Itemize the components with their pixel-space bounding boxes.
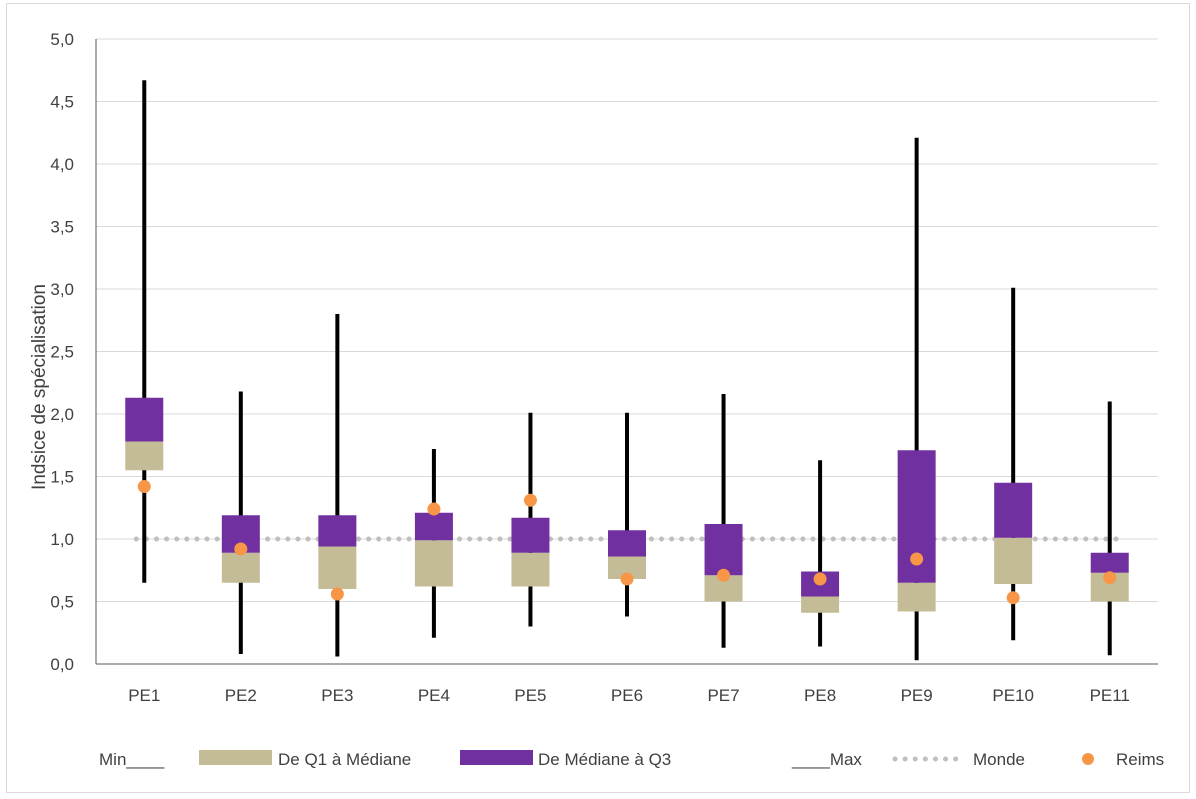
box-q1-median-PE2 [221,552,260,583]
y-tick-label: 1,5 [50,468,74,487]
reims-points [137,480,1117,605]
legend-q1-median-swatch [199,750,272,765]
reims-point-PE1 [137,480,151,493]
box-median-q3-PE6 [608,530,646,557]
box-q1-median-PE8 [801,596,840,613]
reims-point-PE3 [330,587,344,601]
legend-median-q3-swatch [460,750,533,765]
x-tick-label: PE3 [321,686,353,705]
reims-point-PE8 [813,572,827,586]
legend-monde-label: Monde [973,750,1025,769]
y-tick-label: 5,0 [50,30,74,49]
x-tick-label: PE6 [611,686,643,705]
box-median-q3-PE5 [511,517,550,553]
y-tick-label: 0,5 [50,593,74,612]
chart-frame: 0,0 0,5 1,0 1,5 2,0 2,5 3,0 3,5 4,0 4,5 5,0 PE1 PE2 P… [6,3,1190,793]
legend-reims-label: Reims [1116,750,1164,769]
x-tick-label: PE9 [901,686,933,705]
x-tick-label: PE8 [804,686,836,705]
legend-reims-marker [1082,753,1094,765]
box-q1-median-PE5 [511,552,550,587]
x-tick-label: PE5 [514,686,546,705]
reims-point-PE9 [910,552,924,566]
x-tick-label: PE2 [225,686,257,705]
legend-q1-median-label: De Q1 à Médiane [278,750,411,769]
box-q1-median-PE9 [897,582,936,612]
legend-median-q3-label: De Médiane à Q3 [538,750,671,769]
x-tick-label: PE4 [418,686,450,705]
x-tick-label: PE1 [128,686,160,705]
box-median-q3-PE11 [1090,552,1129,573]
box-q1-median-PE6 [608,556,646,579]
y-tick-label: 4,5 [50,93,74,112]
box-median-q3-PE10 [994,482,1033,538]
reims-point-PE7 [717,568,731,582]
box-median-q3-PE7 [704,524,743,576]
legend: Min____ De Q1 à Médiane De Médiane à Q3 … [99,750,1164,769]
x-tick-label: PE7 [707,686,739,705]
y-tick-label: 2,5 [50,343,74,362]
legend-min-label: Min____ [99,750,165,769]
tick-labels: 0,0 0,5 1,0 1,5 2,0 2,5 3,0 3,5 4,0 4,5 5,0 PE1 PE2 P… [50,30,1130,705]
axes [95,39,1158,665]
box-q1-median-PE3 [318,546,357,589]
y-tick-label: 0,0 [50,655,74,674]
box-q1-median-PE10 [994,537,1033,584]
reims-point-PE6 [620,572,634,586]
boxes [125,80,1129,661]
reims-point-PE4 [427,502,441,516]
reims-point-PE11 [1103,571,1117,585]
y-tick-label: 3,0 [50,280,74,299]
box-median-q3-PE1 [125,397,164,442]
y-tick-label: 1,0 [50,530,74,549]
reims-point-PE10 [1006,591,1020,605]
x-tick-label: PE11 [1090,686,1130,705]
legend-max-label: ____Max [791,750,862,769]
reims-point-PE5 [523,493,537,507]
box-q1-median-PE1 [125,441,164,471]
reims-point-PE2 [234,542,248,556]
y-tick-label: 3,5 [50,218,74,237]
grid-lines [96,38,1158,602]
y-axis-label: Indsice de spécialisation [29,284,50,490]
box-median-q3-PE4 [414,512,453,541]
y-tick-label: 2,0 [50,405,74,424]
box-median-q3-PE3 [318,515,357,547]
y-tick-label: 4,0 [50,155,74,174]
boxplot-chart: 0,0 0,5 1,0 1,5 2,0 2,5 3,0 3,5 4,0 4,5 5,0 PE1 PE2 P… [29,30,1164,769]
box-q1-median-PE4 [414,540,453,587]
x-tick-label: PE10 [992,686,1034,705]
